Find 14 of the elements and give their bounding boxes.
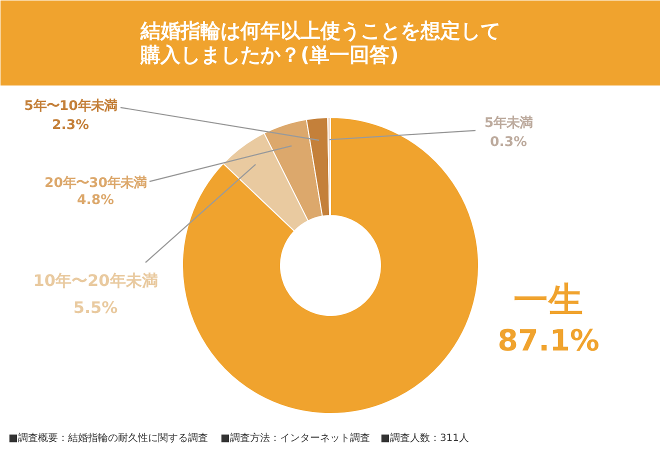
text: ■調査人数：311人 [380, 432, 470, 444]
data-label: 2.3% [52, 118, 89, 133]
slice-label: 5年未満 [484, 116, 533, 131]
text: ■調査方法：インターネット調査 [220, 432, 370, 444]
slice-label: 一生 [514, 280, 584, 320]
text: ■調査概要：結婚指輪の耐久性に関する調査 [8, 432, 208, 444]
slice-label: 20年〜30年未満 [44, 176, 147, 191]
data-label: 0.3% [490, 135, 527, 150]
chart-title: 結婚指輪は何年以上使うことを想定して購入しましたか？(単一回答) [140, 18, 500, 66]
data-label: 87.1% [498, 324, 600, 358]
slice-label: 5年〜10年未満 [24, 99, 117, 114]
data-label: 5.5% [73, 298, 118, 317]
data-label: 4.8% [77, 193, 114, 208]
slice-label: 10年〜20年未満 [33, 271, 158, 290]
